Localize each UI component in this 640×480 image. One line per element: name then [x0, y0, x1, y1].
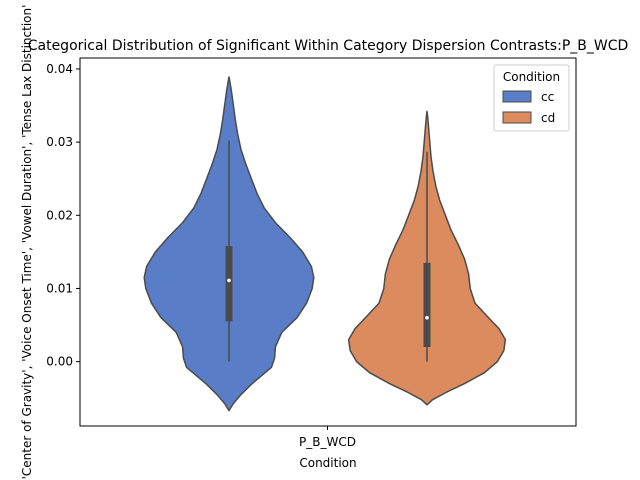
violin-box [423, 262, 431, 347]
violin-box [225, 246, 233, 322]
y-axis-label: 'Center of Gravity', 'Voice Onset Time',… [20, 5, 34, 480]
legend-entry-cd: cd [502, 111, 555, 125]
legend: Condition cc cd [493, 64, 570, 132]
x-tick-label: P_B_WCD [299, 435, 356, 449]
chart-title: Categorical Distribution of Significant … [28, 38, 629, 54]
violin-cd [347, 110, 507, 406]
violin-median [227, 278, 231, 283]
y-tick-label: 0.00 [46, 355, 73, 369]
legend-entry-cc: cc [502, 90, 554, 104]
y-axis-ticks: 0.00 0.01 0.02 0.03 0.04 [46, 62, 80, 369]
violin-cc [143, 76, 315, 412]
legend-title: Condition [503, 70, 560, 84]
y-tick-label: 0.01 [46, 281, 73, 295]
legend-swatch [502, 90, 532, 103]
violin-median [425, 315, 429, 320]
legend-label: cc [541, 90, 554, 104]
x-axis-ticks: P_B_WCD [299, 426, 356, 449]
violins [143, 76, 507, 412]
legend-entries: cc cd [502, 90, 555, 125]
legend-label: cd [541, 111, 555, 125]
x-axis-label: Condition [299, 456, 356, 470]
y-tick-label: 0.02 [46, 208, 73, 222]
legend-swatch [502, 111, 532, 124]
y-tick-label: 0.03 [46, 135, 73, 149]
y-tick-label: 0.04 [46, 62, 73, 76]
